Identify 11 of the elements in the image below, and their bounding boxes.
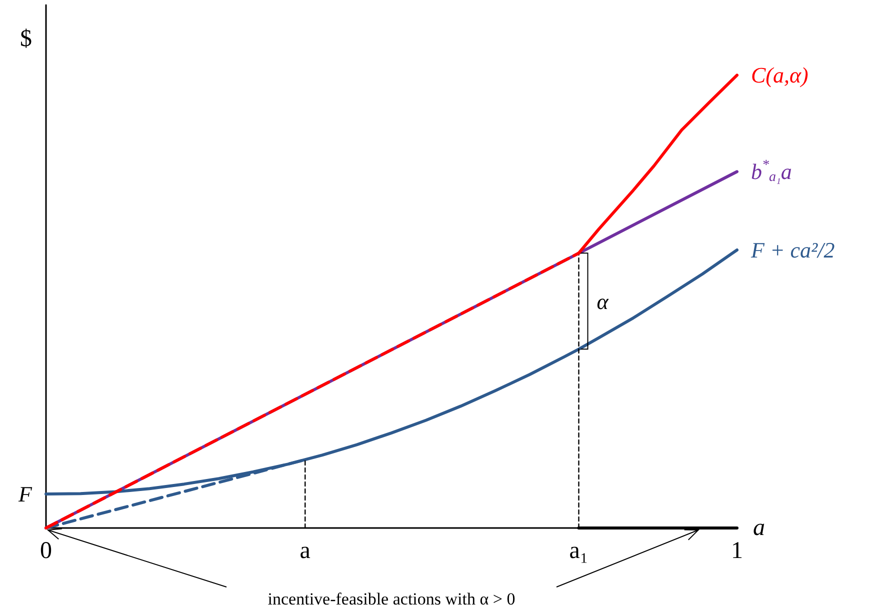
x-tick-label: a₁	[569, 538, 588, 564]
y-axis-title: $	[20, 26, 32, 52]
series-label: F + ca²/2	[750, 237, 835, 262]
annotation: F	[18, 482, 33, 507]
annotation: α	[596, 289, 609, 314]
x-tick-label: 0	[40, 538, 52, 564]
x-tick-label: 1	[731, 538, 743, 564]
x-axis-title: a	[753, 515, 765, 541]
text: incentive-feasible actions with α > 0	[268, 590, 516, 608]
x-tick-label: a	[300, 538, 311, 564]
series-label: C(a,α)	[751, 62, 808, 88]
